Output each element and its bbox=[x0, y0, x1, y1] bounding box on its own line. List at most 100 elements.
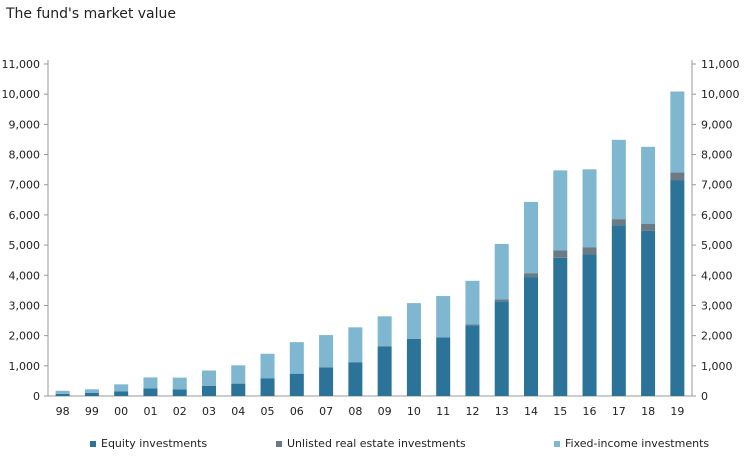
legend-label: Equity investments bbox=[101, 437, 208, 450]
bar-fixed-income-01 bbox=[143, 377, 158, 389]
x-tick-label: 06 bbox=[290, 405, 304, 418]
x-tick-label: 00 bbox=[114, 405, 128, 418]
y-tick-label-left: 2,000 bbox=[9, 330, 41, 343]
bar-real-estate-17 bbox=[611, 219, 626, 226]
y-tick-label-left: 10,000 bbox=[2, 88, 41, 101]
bar-fixed-income-17 bbox=[611, 139, 626, 220]
y-tick-label-left: 4,000 bbox=[9, 269, 41, 282]
bar-fixed-income-13 bbox=[494, 243, 509, 300]
legend-label: Unlisted real estate investments bbox=[287, 437, 466, 450]
bar-equity-02 bbox=[172, 389, 187, 396]
x-tick-label: 19 bbox=[670, 405, 684, 418]
y-tick-label-left: 5,000 bbox=[9, 239, 41, 252]
bar-fixed-income-06 bbox=[289, 342, 304, 374]
y-tick-label-left: 9,000 bbox=[9, 118, 41, 131]
bar-equity-17 bbox=[611, 225, 626, 396]
legend-swatch bbox=[554, 440, 560, 447]
bar-equity-00 bbox=[114, 391, 129, 396]
y-tick-label-left: 6,000 bbox=[9, 209, 41, 222]
x-tick-label: 09 bbox=[378, 405, 392, 418]
x-tick-label: 07 bbox=[319, 405, 333, 418]
x-tick-label: 03 bbox=[202, 405, 216, 418]
x-tick-label: 13 bbox=[495, 405, 509, 418]
y-tick-label-right: 3,000 bbox=[701, 299, 733, 312]
bar-equity-14 bbox=[524, 277, 538, 396]
bar-equity-09 bbox=[377, 346, 392, 396]
y-tick-label-right: 4,000 bbox=[701, 269, 733, 282]
y-tick-label-left: 7,000 bbox=[9, 179, 41, 192]
bar-fixed-income-00 bbox=[114, 384, 129, 392]
bar-real-estate-14 bbox=[524, 273, 538, 278]
bar-fixed-income-04 bbox=[231, 365, 246, 384]
bar-equity-15 bbox=[553, 257, 568, 396]
legend-swatch bbox=[90, 440, 96, 447]
x-tick-label: 04 bbox=[231, 405, 245, 418]
bar-equity-12 bbox=[465, 325, 480, 396]
legend-item-fixed-income: Fixed-income investments bbox=[554, 437, 709, 450]
legend-item-real-estate: Unlisted real estate investments bbox=[276, 437, 554, 450]
y-tick-label-right: 11,000 bbox=[701, 58, 740, 71]
x-tick-label: 02 bbox=[173, 405, 187, 418]
bar-equity-03 bbox=[202, 385, 216, 396]
x-tick-label: 05 bbox=[261, 405, 275, 418]
bar-fixed-income-09 bbox=[377, 316, 392, 347]
legend: Equity investments Unlisted real estate … bbox=[90, 437, 730, 450]
y-tick-label-right: 2,000 bbox=[701, 330, 733, 343]
x-tick-label: 15 bbox=[553, 405, 567, 418]
bar-fixed-income-12 bbox=[465, 280, 480, 325]
bar-equity-10 bbox=[406, 338, 421, 396]
bar-equity-07 bbox=[319, 367, 334, 396]
bar-equity-98 bbox=[55, 393, 70, 396]
x-tick-label: 18 bbox=[641, 405, 655, 418]
y-tick-label-right: 1,000 bbox=[701, 360, 733, 373]
bar-fixed-income-02 bbox=[172, 377, 187, 390]
bar-equity-04 bbox=[231, 383, 246, 396]
y-tick-label-left: 0 bbox=[33, 390, 40, 403]
x-tick-label: 08 bbox=[348, 405, 362, 418]
bar-fixed-income-14 bbox=[524, 201, 538, 274]
y-tick-label-right: 8,000 bbox=[701, 149, 733, 162]
y-tick-label-left: 1,000 bbox=[9, 360, 41, 373]
bar-fixed-income-05 bbox=[260, 353, 275, 379]
x-tick-label: 10 bbox=[407, 405, 421, 418]
bar-equity-16 bbox=[582, 254, 597, 396]
bar-equity-06 bbox=[289, 373, 304, 396]
y-tick-label-right: 6,000 bbox=[701, 209, 733, 222]
bar-fixed-income-16 bbox=[582, 169, 597, 248]
x-tick-label: 01 bbox=[143, 405, 157, 418]
y-tick-label-left: 3,000 bbox=[9, 299, 41, 312]
bar-fixed-income-03 bbox=[202, 370, 216, 386]
y-tick-label-right: 10,000 bbox=[701, 88, 740, 101]
bar-fixed-income-10 bbox=[406, 303, 421, 339]
bar-equity-13 bbox=[494, 301, 509, 396]
bar-equity-18 bbox=[641, 230, 656, 396]
bar-fixed-income-11 bbox=[436, 296, 451, 338]
bar-fixed-income-19 bbox=[670, 91, 685, 173]
bar-fixed-income-99 bbox=[84, 389, 99, 393]
bar-equity-05 bbox=[260, 378, 275, 396]
chart-title: The fund's market value bbox=[6, 6, 177, 22]
x-tick-label: 11 bbox=[436, 405, 450, 418]
x-tick-label: 12 bbox=[465, 405, 479, 418]
legend-swatch bbox=[276, 440, 282, 447]
bar-fixed-income-15 bbox=[553, 170, 568, 251]
bar-real-estate-12 bbox=[465, 324, 480, 326]
bar-fixed-income-98 bbox=[55, 390, 70, 394]
y-tick-label-right: 0 bbox=[701, 390, 708, 403]
bar-fixed-income-07 bbox=[319, 335, 334, 368]
bar-equity-19 bbox=[670, 180, 685, 396]
x-tick-label: 17 bbox=[612, 405, 626, 418]
bar-equity-01 bbox=[143, 388, 158, 396]
x-tick-label: 98 bbox=[56, 405, 70, 418]
bar-equity-11 bbox=[436, 337, 451, 396]
bar-fixed-income-18 bbox=[641, 146, 656, 224]
x-tick-label: 16 bbox=[583, 405, 597, 418]
y-tick-label-left: 8,000 bbox=[9, 149, 41, 162]
x-tick-label: 14 bbox=[524, 405, 538, 418]
bar-equity-08 bbox=[348, 362, 363, 396]
y-tick-label-right: 9,000 bbox=[701, 118, 733, 131]
bar-real-estate-18 bbox=[641, 223, 656, 231]
y-tick-label-right: 7,000 bbox=[701, 179, 733, 192]
